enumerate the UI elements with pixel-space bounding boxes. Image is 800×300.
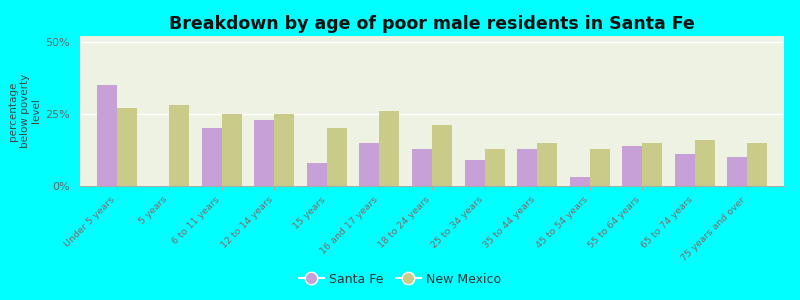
Bar [747,143,767,186]
Bar [202,128,222,186]
Bar [694,140,714,186]
Bar [170,105,190,186]
Bar [274,114,294,186]
Bar [432,125,452,186]
Y-axis label: percentage
below poverty
level: percentage below poverty level [8,74,42,148]
Bar [379,111,399,186]
Bar [327,128,347,186]
Bar [570,177,590,186]
Bar [222,114,242,186]
Bar [465,160,485,186]
Bar [254,120,274,186]
Bar [359,143,379,186]
Bar [97,85,117,186]
Title: Breakdown by age of poor male residents in Santa Fe: Breakdown by age of poor male residents … [169,15,695,33]
Bar [674,154,694,186]
Bar [307,163,327,186]
Legend: Santa Fe, New Mexico: Santa Fe, New Mexico [294,268,506,291]
Bar [642,143,662,186]
Bar [590,148,610,186]
Bar [117,108,137,186]
Bar [727,157,747,186]
Bar [412,148,432,186]
Bar [517,148,537,186]
Bar [622,146,642,186]
Bar [537,143,557,186]
Bar [485,148,505,186]
